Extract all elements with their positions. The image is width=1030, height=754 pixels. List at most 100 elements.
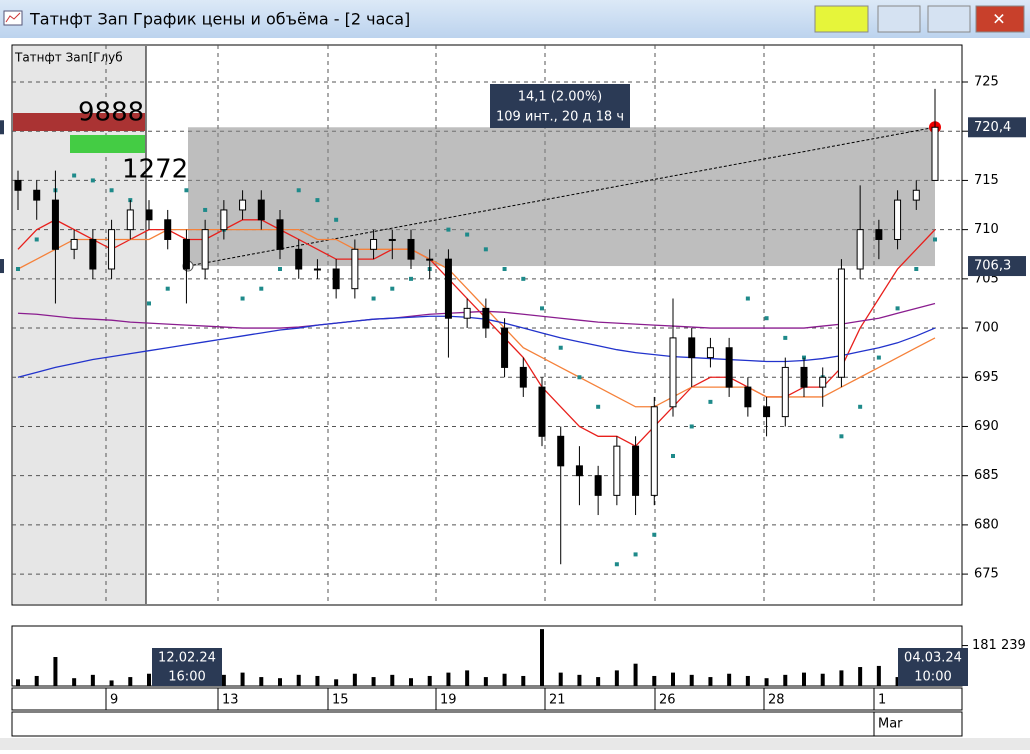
y-tick-label: 695 — [974, 370, 999, 385]
sar-dot — [876, 355, 881, 360]
volume-bar — [502, 673, 507, 686]
sar-dot — [671, 453, 675, 458]
sar-dot — [240, 296, 245, 301]
y-tick-label: 700 — [974, 321, 999, 336]
date-label: 9 — [110, 693, 118, 708]
y-tick-label: 725 — [974, 75, 999, 90]
volume-bar — [895, 677, 900, 686]
date-row — [11, 687, 963, 711]
sar-dot — [16, 267, 20, 271]
volume-bar — [109, 680, 114, 686]
date-label: 21 — [549, 693, 566, 708]
volume-bar — [802, 672, 806, 686]
candle-body — [220, 209, 228, 231]
volume-bar — [671, 672, 675, 686]
month-label: Mar — [878, 717, 903, 732]
sar-dot — [109, 188, 114, 193]
candle-body — [594, 475, 602, 496]
volume-bar — [296, 674, 301, 686]
candle-body — [14, 179, 22, 191]
link-button[interactable] — [814, 5, 869, 33]
sar-dot — [184, 188, 189, 193]
candle-body — [669, 337, 677, 408]
candle-body — [894, 199, 902, 240]
window-title: Татнфт Зап График цены и объёма - [2 час… — [29, 10, 410, 29]
volume-tick-label: 181 239 — [972, 638, 1026, 653]
scrollbar[interactable] — [0, 738, 1030, 750]
candle-body — [239, 199, 247, 211]
volume-bar — [708, 677, 713, 686]
candle-body — [725, 347, 733, 388]
price-marker-box — [968, 117, 1026, 138]
sar-dot — [446, 227, 451, 232]
y-tick-label: 675 — [974, 567, 999, 582]
volume-bar — [72, 678, 77, 686]
sar-dot — [839, 434, 844, 439]
candle-body — [575, 465, 583, 477]
left-marker — [0, 259, 4, 274]
depth-ask — [13, 113, 145, 131]
range-diagonal — [187, 126, 936, 267]
candle-body — [295, 248, 303, 270]
volume-bar — [465, 670, 470, 686]
cursor-date: 12.02.24 — [158, 651, 216, 666]
date-label: 26 — [659, 693, 676, 708]
date-label: 15 — [332, 693, 349, 708]
close-button[interactable] — [975, 5, 1025, 33]
volume-bar — [839, 670, 844, 686]
volume-bar — [147, 673, 151, 686]
candle-body — [613, 445, 621, 496]
volume-bar — [240, 672, 245, 686]
sar-dot — [259, 286, 264, 291]
volume-bar — [427, 675, 432, 686]
candle-body — [501, 327, 509, 368]
date-label: 13 — [222, 693, 239, 708]
candle-body — [875, 229, 883, 240]
candle-body — [276, 219, 284, 250]
volume-bar — [577, 674, 582, 686]
sar-dot — [465, 232, 470, 237]
candle-body — [632, 445, 640, 496]
volume-bar — [446, 672, 451, 686]
cursor-date-box — [898, 648, 968, 686]
instrument-label: Татнфт Зап[Глуб — [14, 51, 123, 65]
y-tick-label: 710 — [974, 222, 999, 237]
month-row — [11, 711, 963, 737]
volume-bar — [745, 675, 750, 686]
volume-bar — [783, 674, 788, 686]
candle-body — [706, 347, 714, 359]
sar-dot — [689, 424, 694, 429]
sar-dot — [895, 306, 900, 311]
y-tick-label: 690 — [974, 419, 999, 434]
sar-dot — [745, 296, 750, 301]
sar-dot — [858, 404, 863, 409]
price-marker-label: 706,3 — [974, 259, 1011, 274]
candle-body — [744, 386, 752, 408]
sar-dot — [764, 316, 769, 321]
volume-bar — [596, 677, 601, 686]
candle-body — [33, 189, 41, 201]
candle-body — [51, 199, 59, 250]
volume-bar — [90, 674, 95, 686]
sar-dot — [933, 237, 937, 242]
y-tick-label: 685 — [974, 468, 999, 483]
candle-body — [145, 209, 153, 221]
volume-bar — [858, 667, 863, 686]
candle-body — [800, 366, 808, 388]
volume-bar — [34, 675, 39, 686]
sar-dot — [334, 217, 339, 222]
candle-body — [351, 248, 359, 290]
tooltip-box — [490, 84, 630, 128]
candle-body — [519, 366, 527, 388]
sar-dot — [502, 267, 507, 271]
maximize-button[interactable] — [927, 5, 971, 33]
candle-body — [108, 229, 116, 270]
sar-dot — [783, 335, 788, 340]
moving-average — [17, 315, 936, 378]
sar-dot — [72, 173, 77, 178]
candle-body — [89, 238, 97, 270]
minimize-button[interactable] — [877, 5, 921, 33]
tooltip-line: 109 инт., 20 д 18 ч — [496, 110, 624, 125]
sar-dot — [409, 276, 413, 281]
